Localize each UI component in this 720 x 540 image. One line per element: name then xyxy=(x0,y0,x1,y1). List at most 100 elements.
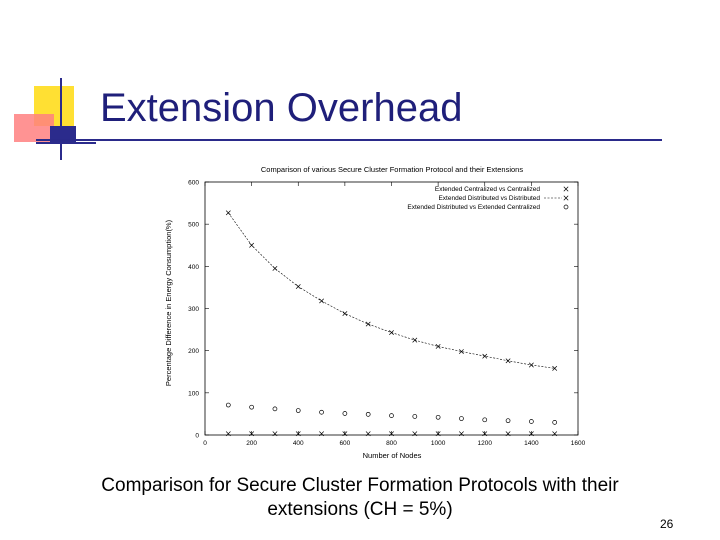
deco-vertical-line xyxy=(60,78,62,160)
data-point xyxy=(482,353,488,359)
marker-stroke xyxy=(458,431,464,437)
marker-stroke xyxy=(295,431,301,437)
data-point xyxy=(458,431,464,437)
y-tick-label: 600 xyxy=(188,180,199,187)
marker-stroke xyxy=(319,298,325,304)
marker-stroke xyxy=(272,265,278,271)
marker-stroke xyxy=(249,242,255,248)
x-tick-label: 200 xyxy=(246,440,257,447)
data-point xyxy=(435,344,441,349)
marker-stroke xyxy=(563,186,569,192)
data-point xyxy=(435,431,441,437)
marker-stroke xyxy=(342,431,348,437)
data-point xyxy=(552,431,558,437)
marker-stroke xyxy=(552,365,558,371)
data-point xyxy=(552,365,558,371)
data-point xyxy=(272,265,278,271)
data-point xyxy=(272,406,278,412)
data-point xyxy=(365,321,371,327)
data-point xyxy=(319,298,325,304)
page-number: 26 xyxy=(660,517,674,531)
data-point xyxy=(342,411,348,416)
slide-title: Extension Overhead xyxy=(100,86,463,130)
x-tick-label: 600 xyxy=(339,440,350,447)
x-axis-label: Number of Nodes xyxy=(363,451,422,460)
data-point xyxy=(319,409,324,415)
marker-stroke xyxy=(389,431,394,437)
legend: Extended Centralized vs Centralized Exten… xyxy=(407,186,569,211)
data-point xyxy=(528,431,534,437)
data-point xyxy=(365,411,371,417)
data-point xyxy=(295,284,301,290)
marker-stroke xyxy=(458,349,464,354)
data-point xyxy=(552,420,558,425)
y-tick-label: 300 xyxy=(188,306,199,313)
y-tick-label: 400 xyxy=(188,264,199,271)
marker-stroke xyxy=(225,210,231,216)
data-point xyxy=(505,358,511,364)
series-1 xyxy=(225,431,558,437)
y-tick-label: 500 xyxy=(188,222,199,229)
marker-stroke xyxy=(272,431,278,437)
x-tick-label: 1400 xyxy=(524,440,539,447)
marker-stroke xyxy=(528,431,534,437)
y-axis-label: Percentage Difference in Energy Consumpt… xyxy=(164,219,173,386)
marker-stroke xyxy=(505,358,511,364)
deco-blue-square xyxy=(50,126,76,142)
x-tick-label: 1200 xyxy=(478,440,493,447)
data-point xyxy=(249,242,255,248)
legend-marker xyxy=(563,204,569,210)
data-point xyxy=(459,416,464,421)
data-point xyxy=(272,431,278,437)
data-point xyxy=(482,417,488,423)
marker-stroke xyxy=(563,195,569,201)
plot-frame xyxy=(204,181,579,436)
legend-marker xyxy=(563,186,569,192)
marker-stroke xyxy=(365,431,371,437)
marker-stroke xyxy=(412,337,418,343)
legend-label: Extended Distributed vs Extended Central… xyxy=(407,204,540,211)
axis-ticks: 0 200 400 600 800 1000 1200 1400 1600 0 100 200 300 4… xyxy=(188,180,585,448)
data-point xyxy=(365,431,371,437)
title-divider xyxy=(36,139,662,141)
data-point xyxy=(412,431,418,437)
data-point xyxy=(249,431,255,437)
data-point xyxy=(389,330,394,335)
x-tick-label: 400 xyxy=(293,440,304,447)
data-point xyxy=(505,418,511,424)
data-point xyxy=(225,210,231,216)
x-tick-label: 0 xyxy=(203,440,207,447)
marker-stroke xyxy=(552,431,558,437)
deco-horizontal-line xyxy=(36,142,96,144)
corner-decoration xyxy=(0,0,110,165)
data-point xyxy=(342,311,348,317)
y-tick-label: 100 xyxy=(188,390,199,397)
series-3 xyxy=(225,402,558,425)
data-point xyxy=(482,431,488,437)
data-point xyxy=(435,414,441,420)
data-point xyxy=(295,431,301,437)
data-point xyxy=(529,419,534,424)
data-point xyxy=(458,349,464,354)
legend-label: Extended Distributed vs Distributed xyxy=(438,195,540,202)
y-tick-label: 200 xyxy=(188,348,199,355)
x-tick-label: 800 xyxy=(386,440,397,447)
x-tick-label: 1600 xyxy=(571,440,586,447)
marker-stroke xyxy=(435,431,441,437)
data-point xyxy=(389,431,394,437)
marker-stroke xyxy=(412,431,418,437)
legend-marker xyxy=(563,195,569,201)
data-point xyxy=(412,337,418,343)
marker-stroke xyxy=(435,344,441,349)
marker-stroke xyxy=(295,284,301,290)
data-point xyxy=(319,431,325,437)
data-point xyxy=(412,414,418,419)
marker-stroke xyxy=(482,431,488,437)
data-point xyxy=(225,431,231,437)
marker-stroke xyxy=(528,362,534,368)
chart: Comparison of various Secure Cluster For… xyxy=(164,165,586,460)
data-point xyxy=(225,402,231,408)
data-point xyxy=(505,431,511,437)
y-tick-label: 0 xyxy=(195,433,199,440)
marker-stroke xyxy=(342,311,348,317)
